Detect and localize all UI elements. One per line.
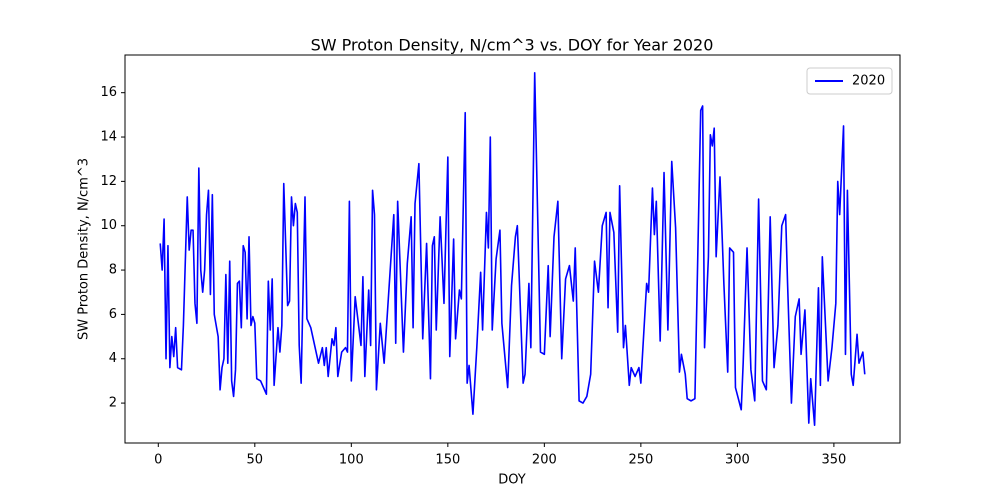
y-tick-label: 4 <box>109 351 117 366</box>
legend-box <box>806 67 893 95</box>
y-tick-label: 14 <box>100 130 117 145</box>
y-tick-label: 2 <box>109 396 117 411</box>
x-tick-label: 50 <box>247 453 264 468</box>
y-tick-label: 8 <box>109 263 117 278</box>
legend-label: 2020 <box>852 74 885 89</box>
x-tick-label: 0 <box>154 453 162 468</box>
x-axis-label: DOY <box>498 473 526 488</box>
x-tick-label: 350 <box>821 453 846 468</box>
y-tick-label: 10 <box>100 218 117 233</box>
x-tick-label: 300 <box>725 453 750 468</box>
x-tick-label: 250 <box>628 453 653 468</box>
data-line <box>159 71 866 427</box>
y-tick-label: 16 <box>100 85 117 100</box>
y-axis-label: SW Proton Density, N/cm^3 <box>77 158 92 340</box>
x-tick-label: 150 <box>435 453 460 468</box>
y-tick-label: 12 <box>100 174 117 189</box>
plot-frame <box>124 54 901 444</box>
chart-title: SW Proton Density, N/cm^3 vs. DOY for Ye… <box>311 36 714 55</box>
x-tick-label: 200 <box>532 453 557 468</box>
x-tick-label: 100 <box>339 453 364 468</box>
y-tick-label: 6 <box>109 307 117 322</box>
